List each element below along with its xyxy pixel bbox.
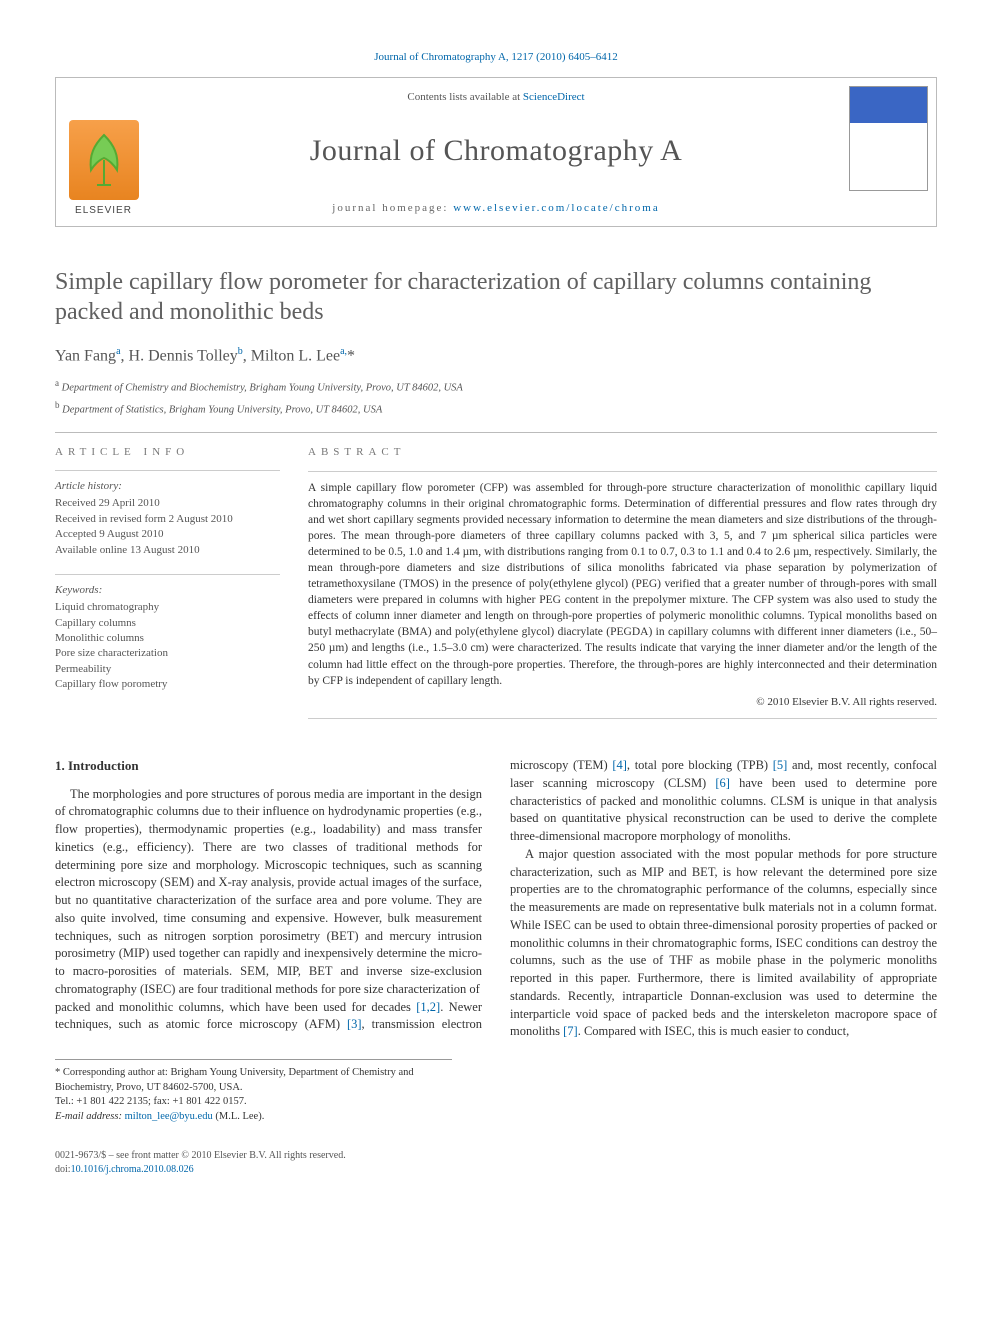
homepage-link[interactable]: www.elsevier.com/locate/chroma [453,202,660,214]
ref-link[interactable]: [6] [715,776,730,790]
email-link[interactable]: milton_lee@byu.edu [125,1111,213,1122]
copyright-line: © 2010 Elsevier B.V. All rights reserved… [308,695,937,710]
doi-line: doi:10.1016/j.chroma.2010.08.026 [55,1163,937,1177]
corresponding-author-footnote: * Corresponding author at: Brigham Young… [55,1059,452,1125]
info-rule [308,718,937,719]
affiliation: a Department of Chemistry and Biochemist… [55,377,937,396]
history-head: Article history: [55,479,280,494]
body-text: , total pore blocking (TPB) [627,758,773,772]
homepage-line: journal homepage: www.elsevier.com/locat… [161,201,831,216]
abstract-text: A simple capillary flow porometer (CFP) … [308,480,937,689]
authors-line: Yan Fanga, H. Dennis Tolleyb, Milton L. … [55,345,937,367]
body-text: packed and monolithic columns, which hav… [55,1000,416,1014]
history-line: Received 29 April 2010 [55,496,280,511]
contents-line: Contents lists available at ScienceDirec… [161,90,831,105]
article-history: Article history: Received 29 April 2010R… [55,479,280,558]
keyword: Capillary columns [55,616,280,631]
keyword: Pore size characterization [55,646,280,661]
journal-cover-icon [849,86,928,191]
body-paragraph: A major question associated with the mos… [510,846,937,1041]
info-rule [55,574,280,575]
keyword: Capillary flow porometry [55,677,280,692]
body-text: A major question associated with the mos… [510,847,937,1039]
cover-thumbnail [841,78,936,226]
divider [55,432,937,433]
keyword: Liquid chromatography [55,600,280,615]
email-suffix: (M.L. Lee). [213,1111,265,1122]
front-matter-line: 0021-9673/$ – see front matter © 2010 El… [55,1149,937,1163]
journal-name: Journal of Chromatography A [161,131,831,172]
publisher-name: ELSEVIER [75,204,132,218]
body-paragraph: The morphologies and pore structures of … [55,786,482,999]
ref-link[interactable]: [3] [347,1017,362,1031]
body-text: . Compared with ISEC, this is much easie… [578,1024,849,1038]
corr-tel: Tel.: +1 801 422 2135; fax: +1 801 422 0… [55,1095,452,1110]
section-title: Introduction [68,758,139,773]
keywords-block: Keywords: Liquid chromatographyCapillary… [55,583,280,693]
elsevier-tree-icon [69,120,139,200]
abstract-heading: ABSTRACT [308,445,937,460]
ref-link[interactable]: [4] [612,758,627,772]
section-heading: 1. Introduction [55,757,482,775]
ref-link[interactable]: [1,2] [416,1000,440,1014]
doi-link[interactable]: 10.1016/j.chroma.2010.08.026 [71,1164,194,1175]
journal-header: ELSEVIER Contents lists available at Sci… [55,77,937,227]
keywords-head: Keywords: [55,583,280,598]
affiliation: b Department of Statistics, Brigham Youn… [55,399,937,418]
article-title: Simple capillary flow porometer for char… [55,267,937,327]
doi-label: doi: [55,1164,71,1175]
citation-line: Journal of Chromatography A, 1217 (2010)… [55,50,937,65]
contents-prefix: Contents lists available at [407,91,522,103]
info-rule [308,471,937,472]
corr-author-text: * Corresponding author at: Brigham Young… [55,1066,452,1095]
body-columns: 1. Introduction The morphologies and por… [55,757,937,1041]
ref-link[interactable]: [7] [563,1024,578,1038]
keyword: Permeability [55,662,280,677]
corr-email-line: E-mail address: milton_lee@byu.edu (M.L.… [55,1110,452,1125]
email-label: E-mail address: [55,1111,125,1122]
history-line: Accepted 9 August 2010 [55,527,280,542]
publisher-block: ELSEVIER [56,78,151,226]
section-number: 1. [55,758,65,773]
page-footer: 0021-9673/$ – see front matter © 2010 El… [55,1149,937,1177]
article-info-heading: ARTICLE INFO [55,445,280,460]
ref-link[interactable]: [5] [773,758,788,772]
info-rule [55,470,280,471]
keyword: Monolithic columns [55,631,280,646]
sciencedirect-link[interactable]: ScienceDirect [523,91,585,103]
history-line: Received in revised form 2 August 2010 [55,512,280,527]
abstract-column: ABSTRACT A simple capillary flow poromet… [308,445,937,727]
history-line: Available online 13 August 2010 [55,543,280,558]
homepage-prefix: journal homepage: [332,202,453,214]
article-info-column: ARTICLE INFO Article history: Received 2… [55,445,280,727]
